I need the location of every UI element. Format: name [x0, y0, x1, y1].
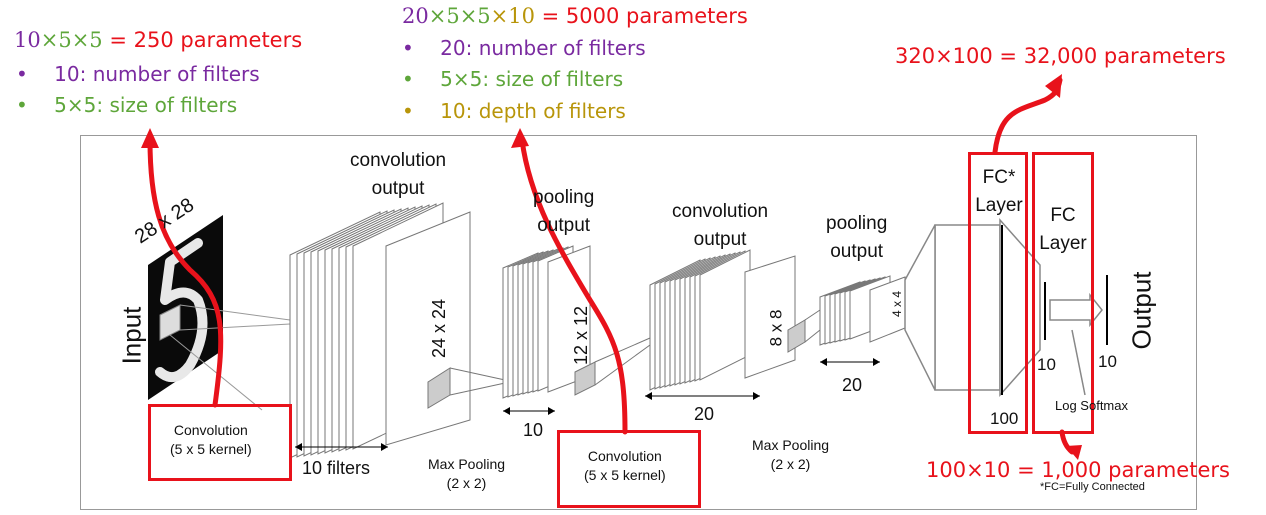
bullet-text: 5×5: size of filters — [54, 93, 238, 117]
title-line: output — [830, 241, 884, 262]
red-arrowheads — [141, 74, 1082, 460]
eq-size-term: ×5×5 — [40, 28, 103, 52]
fc1-size-label: 100 — [990, 409, 1019, 428]
eq-filters-term: 20 — [402, 4, 429, 28]
title-line: Layer — [975, 195, 1023, 216]
fc2-param-equation: 100×10 = 1,000 parameters — [926, 458, 1230, 482]
conv2-title: convolution output — [672, 198, 768, 254]
op-line: (5 x 5 kernel) — [170, 441, 252, 457]
conv1-bullet-size: • 5×5: size of filters — [16, 93, 237, 117]
title-line: Layer — [1039, 233, 1087, 254]
dimension-arrows — [295, 358, 880, 451]
title-line: output — [371, 178, 425, 199]
pool1-depth-label: 10 — [523, 420, 544, 440]
op-line: Max Pooling — [428, 456, 506, 472]
bullet: • — [16, 62, 28, 86]
diagram-frame — [80, 135, 1197, 510]
pool2-feature-maps — [819, 275, 906, 363]
bullet: • — [402, 36, 414, 60]
bullet-text: 5×5: size of filters — [440, 67, 624, 91]
pool2-depth-label: 20 — [842, 375, 863, 395]
pool1-size-label: 12 x 12 — [571, 305, 592, 366]
op-line: Convolution — [587, 448, 662, 464]
bullet-text: 20: number of filters — [440, 36, 646, 60]
conv2-bullet-size: • 5×5: size of filters — [402, 67, 623, 91]
pool1-feature-maps — [502, 245, 651, 412]
conv1-filters-label: 10 filters — [302, 458, 371, 478]
eq-result: = 5000 parameters — [534, 4, 748, 28]
title-line: FC — [1050, 205, 1076, 226]
title-line: pooling — [533, 187, 595, 208]
fc2-highlight-box — [1032, 152, 1094, 434]
bullet-text: 10: depth of filters — [440, 99, 626, 123]
eq-depth-term: ×10 — [490, 4, 535, 28]
title-line: FC* — [982, 167, 1016, 188]
bullet: • — [402, 99, 414, 123]
pool2-op-label: Max Pooling (2 x 2) — [752, 436, 829, 474]
title-line: convolution — [672, 201, 769, 222]
conv2-bullet-depth: • 10: depth of filters — [402, 99, 626, 123]
pool2-size-label: 4 x 4 — [890, 290, 905, 318]
conv2-op-label: Convolution (5 x 5 kernel) — [584, 447, 666, 485]
pool1-op-label: Max Pooling (2 x 2) — [428, 455, 505, 493]
conv1-title: convolution output — [350, 147, 446, 203]
op-line: Max Pooling — [752, 437, 830, 453]
op-line: (2 x 2) — [770, 456, 811, 472]
bullet-text: 10: number of filters — [54, 62, 260, 86]
conv2-feature-maps — [645, 249, 821, 397]
eq-result: = 250 parameters — [102, 28, 303, 52]
eq-filters-term: 10 — [14, 28, 41, 52]
conv1-highlight-box — [148, 404, 292, 481]
op-line: Convolution — [173, 422, 248, 438]
fc2-title: FC Layer — [1036, 202, 1090, 258]
output-label: Output — [1126, 271, 1157, 350]
title-line: pooling — [826, 213, 888, 234]
fc1-highlight-box — [968, 152, 1028, 434]
input-image — [148, 215, 291, 411]
title-line: output — [537, 215, 591, 236]
conv2-bullet-filters: • 20: number of filters — [402, 36, 646, 60]
title-line: convolution — [350, 150, 447, 171]
conv1-size-label: 24 x 24 — [429, 298, 450, 359]
pool1-title: pooling output — [533, 184, 594, 240]
fc2-size-label: 10 — [1037, 355, 1056, 374]
eq-size-term: ×5×5 — [428, 4, 491, 28]
log-softmax-label: Log Softmax — [1055, 398, 1128, 413]
conv1-op-label: Convolution (5 x 5 kernel) — [170, 421, 252, 459]
conv2-size-label: 8 x 8 — [766, 309, 786, 347]
fc-layers — [904, 218, 1108, 397]
pool2-title: pooling output — [826, 210, 887, 266]
output-size-label: 10 — [1098, 352, 1117, 371]
bullet: • — [16, 93, 28, 117]
bullet: • — [402, 67, 414, 91]
footnote: *FC=Fully Connected — [1040, 481, 1145, 493]
fc1-title: FC* Layer — [973, 164, 1025, 220]
title-line: output — [693, 229, 747, 250]
conv1-param-equation: 10×5×5 = 250 parameters — [14, 28, 302, 52]
conv2-depth-label: 20 — [694, 404, 715, 424]
conv2-param-equation: 20×5×5×10 = 5000 parameters — [402, 4, 748, 28]
op-line: (5 x 5 kernel) — [584, 467, 666, 483]
input-label: Input — [116, 306, 147, 365]
op-line: (2 x 2) — [446, 475, 487, 491]
conv2-highlight-box — [557, 430, 701, 508]
conv1-feature-maps — [289, 202, 506, 459]
conv1-bullet-filters: • 10: number of filters — [16, 62, 260, 86]
fc1-param-equation: 320×100 = 32,000 parameters — [895, 44, 1226, 68]
